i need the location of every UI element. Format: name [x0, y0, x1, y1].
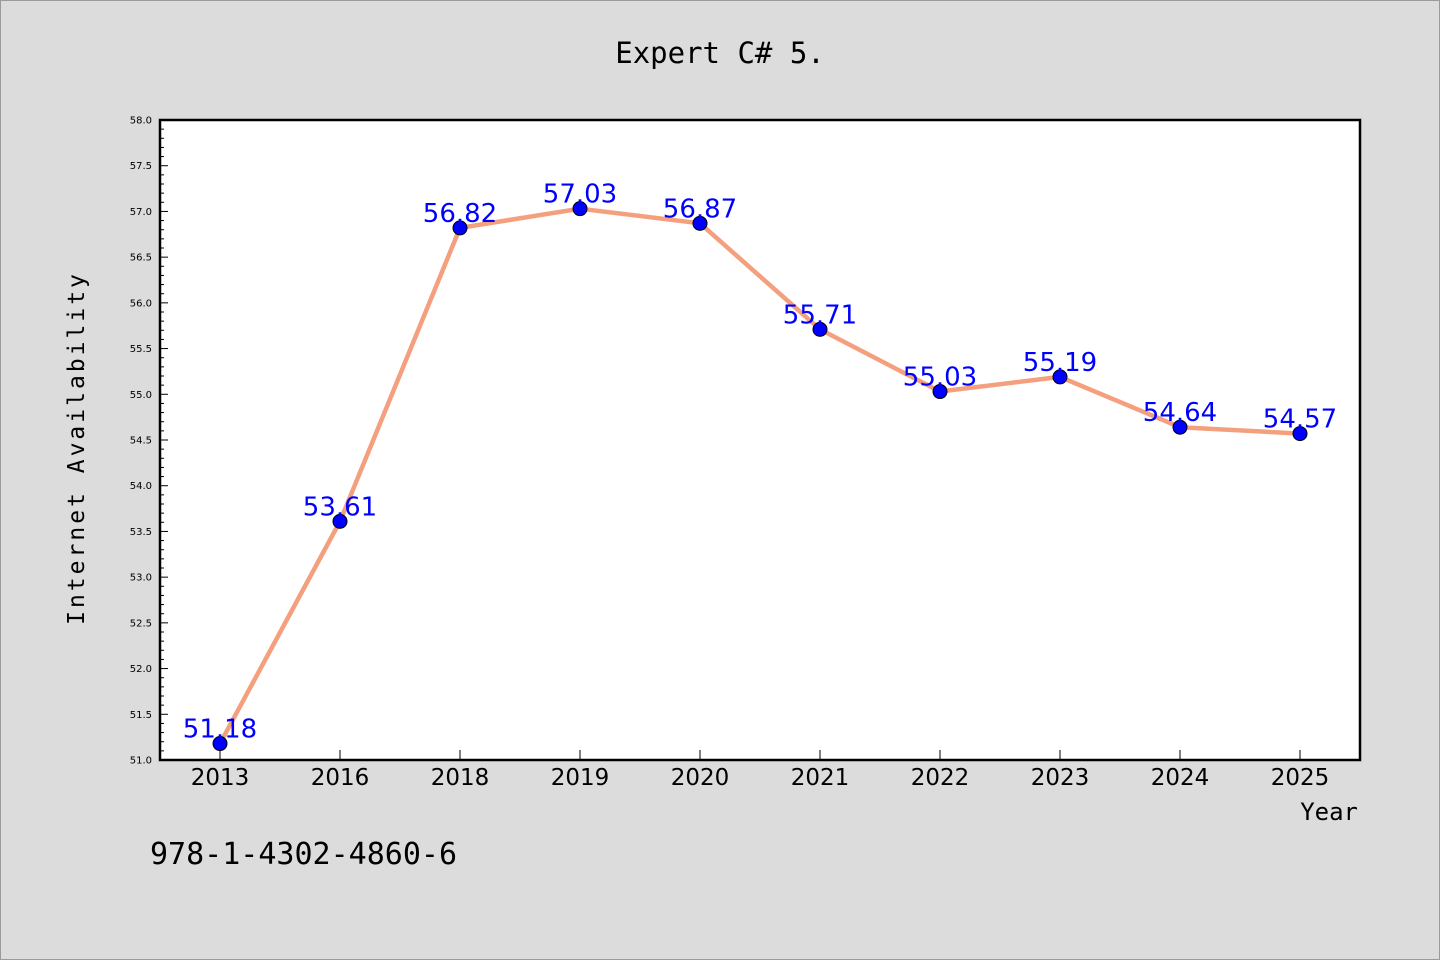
y-tick-label: 53.0 [130, 573, 152, 584]
y-tick-label: 52.0 [130, 664, 152, 675]
y-tick-label: 56.5 [130, 253, 152, 264]
x-tick-label: 2019 [551, 765, 610, 791]
data-point [452, 220, 468, 236]
series-line [217, 206, 1303, 746]
series-line-group [212, 201, 1308, 752]
data-label: 55.03 [903, 363, 977, 393]
x-tick-label: 2021 [791, 765, 850, 791]
x-tick-label: 2024 [1151, 765, 1210, 791]
data-label: 53.61 [303, 492, 377, 522]
data-label: 54.57 [1263, 405, 1337, 435]
data-label: 51.18 [183, 715, 257, 745]
data-point [692, 215, 708, 231]
x-tick-label: 2013 [191, 765, 250, 791]
data-point [1172, 419, 1188, 435]
y-tick-label: 53.5 [130, 527, 152, 538]
y-tick-label: 51.0 [130, 756, 152, 767]
x-tick-label: 2023 [1031, 765, 1090, 791]
data-label: 54.64 [1143, 398, 1217, 428]
data-point [572, 201, 588, 217]
plot-area [158, 118, 1362, 762]
y-tick-label: 57.0 [130, 207, 152, 218]
y-tick-label: 57.5 [130, 161, 152, 172]
y-tick-label: 54.5 [130, 436, 152, 447]
x-tick-label: 2022 [911, 765, 970, 791]
x-axis: 2013 2016 2018 2019 2020 2021 2022 2023 2024 2025 [191, 750, 1330, 791]
x-axis-label: Year [1300, 798, 1358, 826]
data-label: 57.03 [543, 180, 617, 210]
y-tick-label: 55.0 [130, 390, 152, 401]
x-tick-label: 2025 [1271, 765, 1330, 791]
data-label: 55.71 [783, 300, 857, 330]
data-point [932, 384, 948, 400]
x-tick-label: 2016 [311, 765, 370, 791]
y-tick-label: 51.5 [130, 710, 152, 721]
x-tick-label: 2020 [671, 765, 730, 791]
y-tick-label: 58.0 [130, 116, 152, 127]
chart-title: Expert C# 5. [615, 36, 825, 70]
data-label: 56.87 [663, 194, 737, 224]
y-axis: 51.0 51.5 52.0 52.5 53.0 53.5 54.0 54.5 55.0 55.5… [130, 116, 168, 767]
data-labels-group: 51.18 53.61 56.82 57.03 56.87 55.71 55.03 55.19… [183, 180, 1337, 745]
data-point [1052, 369, 1068, 385]
x-tick-label: 2018 [431, 765, 490, 791]
y-tick-label: 55.5 [130, 344, 152, 355]
data-point [332, 513, 348, 529]
data-point [212, 736, 228, 752]
y-tick-label: 56.0 [130, 298, 152, 309]
data-point [812, 321, 828, 337]
y-axis-label: Internet Availability [64, 271, 90, 625]
y-tick-label: 54.0 [130, 481, 152, 492]
data-label: 56.82 [423, 199, 497, 229]
data-point [1292, 426, 1308, 442]
data-label: 55.19 [1023, 348, 1097, 378]
y-tick-label: 52.5 [130, 618, 152, 629]
isbn-annotation: 978-1-4302-4860-6 [150, 837, 457, 872]
